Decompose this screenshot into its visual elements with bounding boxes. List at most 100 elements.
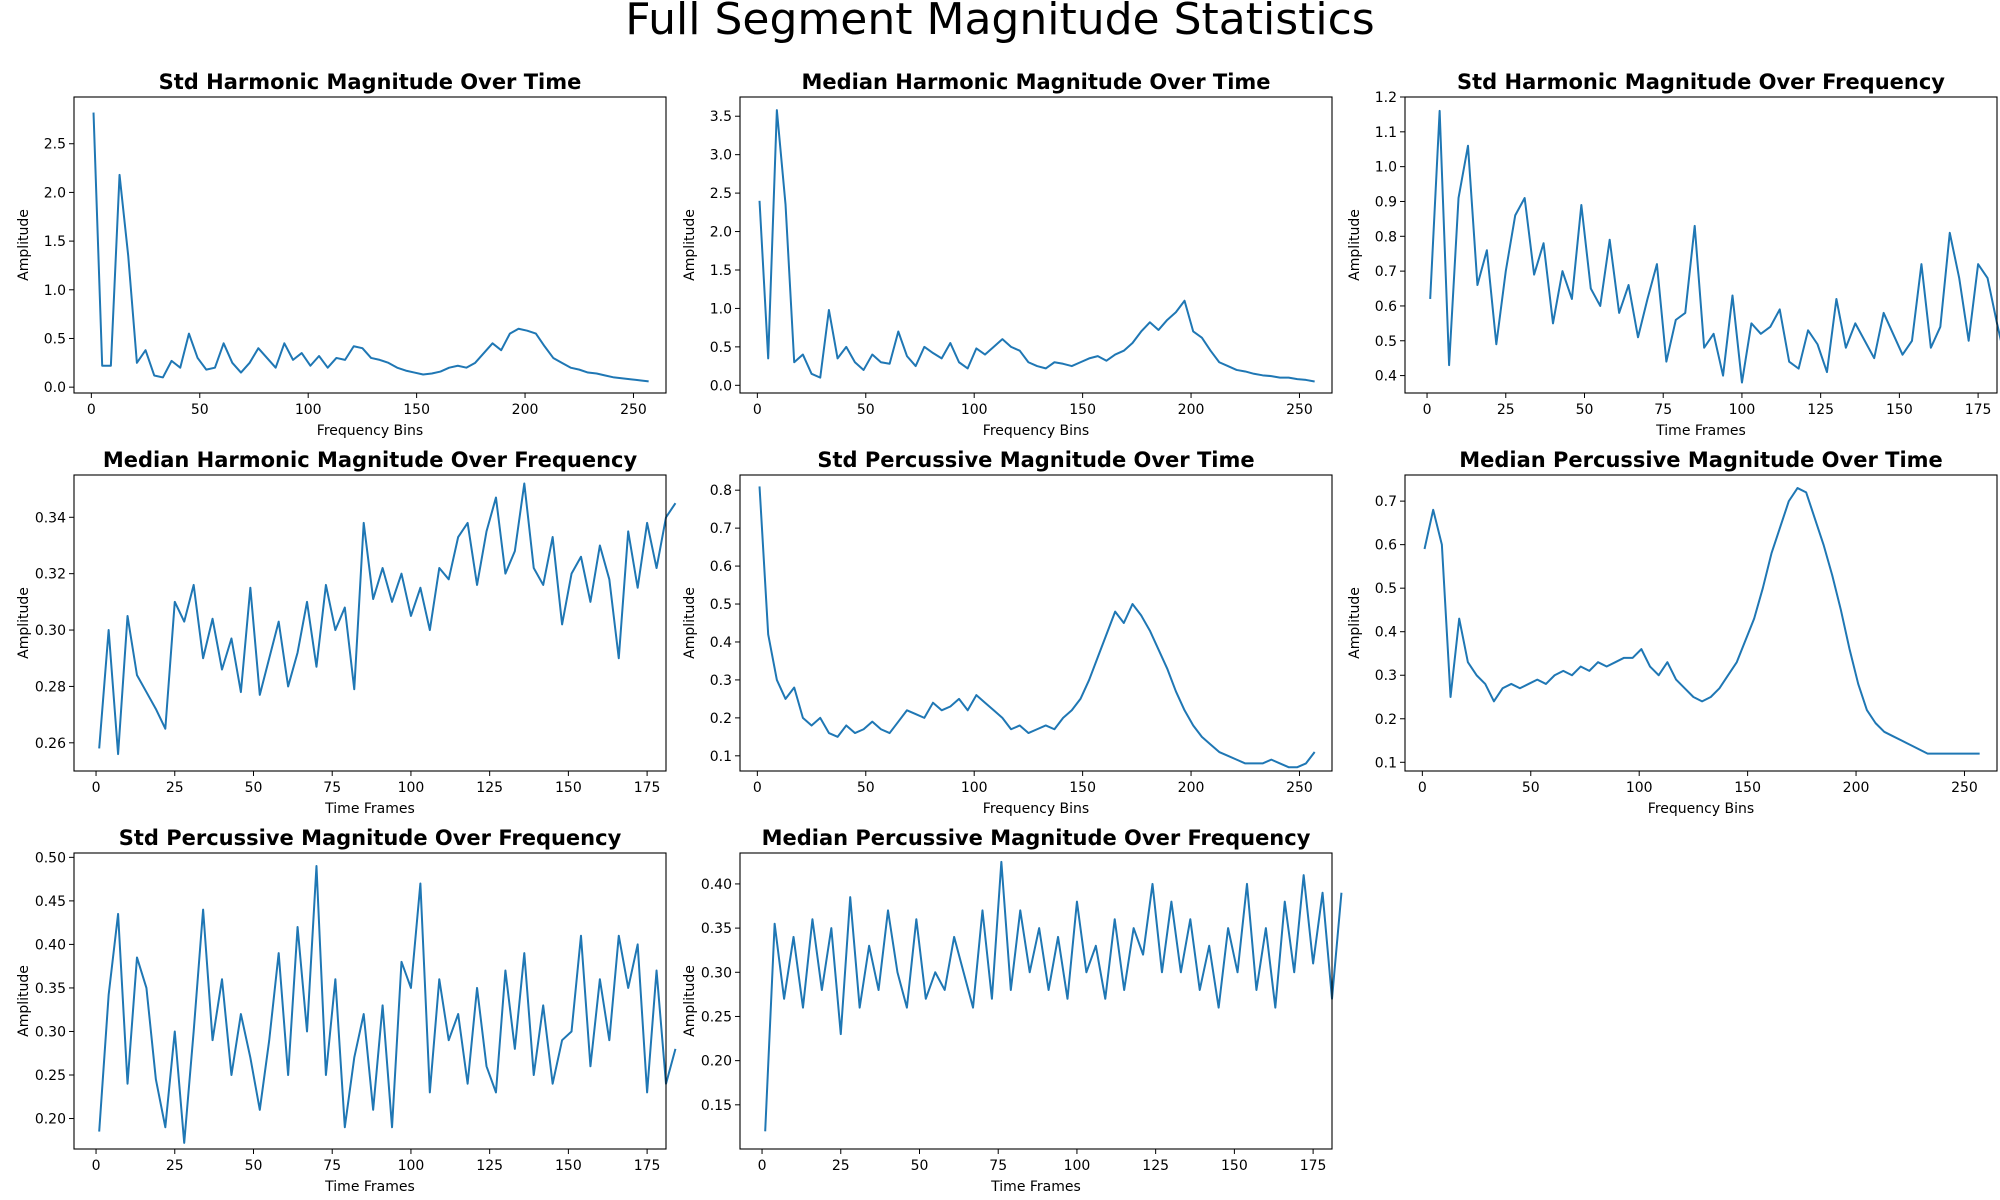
y-tick-label: 0.20 bbox=[701, 1054, 732, 1070]
y-tick-label: 1.0 bbox=[1375, 160, 1397, 176]
y-tick-label: 0.3 bbox=[1375, 668, 1397, 684]
y-tick-label: 0.6 bbox=[710, 559, 732, 575]
y-tick-label: 0.40 bbox=[35, 937, 66, 953]
y-tick-label: 1.5 bbox=[710, 263, 732, 279]
x-axis-label: Frequency Bins bbox=[983, 801, 1089, 817]
x-axis-label: Time Frames bbox=[324, 1179, 415, 1195]
y-tick-label: 0.4 bbox=[710, 635, 732, 651]
series-line bbox=[764, 860, 1343, 1132]
x-tick-label: 200 bbox=[1843, 780, 1870, 796]
y-tick-label: 0.0 bbox=[44, 380, 66, 396]
y-axis-label: Amplitude bbox=[1347, 587, 1363, 659]
chart-title: Median Percussive Magnitude Over Frequen… bbox=[762, 826, 1311, 850]
chart-title: Std Percussive Magnitude Over Frequency bbox=[119, 826, 622, 850]
y-tick-label: 0.35 bbox=[35, 981, 66, 997]
x-axis-label: Frequency Bins bbox=[317, 423, 423, 439]
axes-frame bbox=[73, 852, 667, 1150]
x-tick-label: 100 bbox=[398, 1158, 425, 1174]
x-tick-label: 125 bbox=[1807, 402, 1834, 418]
y-axis-label: Amplitude bbox=[16, 209, 32, 281]
y-tick-label: 0.7 bbox=[710, 521, 732, 537]
x-tick-label: 250 bbox=[620, 402, 647, 418]
x-tick-label: 75 bbox=[323, 1158, 341, 1174]
y-tick-label: 0.7 bbox=[1375, 264, 1397, 280]
chart-title: Median Harmonic Magnitude Over Time bbox=[801, 70, 1270, 94]
y-axis-label: Amplitude bbox=[16, 965, 32, 1037]
y-tick-label: 0.4 bbox=[1375, 625, 1397, 641]
y-tick-label: 2.5 bbox=[710, 186, 732, 202]
chart-panel-2: Median Harmonic Magnitude Over Time 0 50 10… bbox=[666, 53, 1336, 443]
y-tick-label: 0.5 bbox=[1375, 334, 1397, 350]
y-axis-label: Amplitude bbox=[682, 587, 698, 659]
series-line bbox=[92, 112, 649, 383]
x-tick-label: 100 bbox=[398, 780, 425, 796]
series-line bbox=[1429, 109, 2000, 384]
y-tick-label: 0.30 bbox=[35, 623, 66, 639]
x-tick-label: 75 bbox=[989, 1158, 1007, 1174]
x-tick-label: 175 bbox=[1965, 402, 1992, 418]
y-tick-label: 3.5 bbox=[710, 109, 732, 125]
y-tick-label: 0.4 bbox=[1375, 369, 1397, 385]
chart-panel-7: Std Percussive Magnitude Over Frequency 0… bbox=[0, 809, 677, 1199]
y-tick-label: 0.30 bbox=[701, 965, 732, 981]
x-axis-label: Time Frames bbox=[990, 1179, 1081, 1195]
y-tick-label: 0.1 bbox=[1375, 755, 1397, 771]
y-tick-label: 0.5 bbox=[44, 331, 66, 347]
y-tick-label: 0.34 bbox=[35, 510, 66, 526]
x-tick-label: 200 bbox=[1178, 780, 1205, 796]
x-tick-label: 100 bbox=[1729, 402, 1756, 418]
chart-title: Std Harmonic Magnitude Over Frequency bbox=[1457, 70, 1945, 94]
y-tick-label: 0.15 bbox=[701, 1098, 732, 1114]
x-tick-label: 175 bbox=[634, 1158, 661, 1174]
x-tick-label: 150 bbox=[1069, 780, 1096, 796]
y-tick-label: 1.2 bbox=[1375, 90, 1397, 106]
chart-svg: Std Harmonic Magnitude Over Time 0 50 100 15… bbox=[16, 70, 667, 439]
chart-svg: Median Harmonic Magnitude Over Frequency… bbox=[16, 448, 677, 817]
y-tick-label: 0.45 bbox=[35, 894, 66, 910]
axes-frame bbox=[73, 474, 667, 772]
chart-panel-5: Std Percussive Magnitude Over Time 0 50 100… bbox=[666, 431, 1336, 821]
x-tick-label: 25 bbox=[1497, 402, 1515, 418]
y-tick-label: 0.50 bbox=[35, 850, 66, 866]
x-tick-label: 50 bbox=[911, 1158, 929, 1174]
y-tick-label: 0.2 bbox=[710, 711, 732, 727]
y-tick-label: 1.0 bbox=[44, 283, 66, 299]
y-tick-label: 0.26 bbox=[35, 736, 66, 752]
x-tick-label: 175 bbox=[1300, 1158, 1327, 1174]
x-tick-label: 50 bbox=[1576, 402, 1594, 418]
x-tick-label: 125 bbox=[476, 780, 503, 796]
x-tick-label: 75 bbox=[323, 780, 341, 796]
chart-svg: Std Percussive Magnitude Over Frequency 0… bbox=[16, 826, 677, 1195]
x-axis-label: Frequency Bins bbox=[983, 423, 1089, 439]
y-tick-label: 0.32 bbox=[35, 567, 66, 583]
x-tick-label: 50 bbox=[857, 780, 875, 796]
y-tick-label: 0.8 bbox=[1375, 229, 1397, 245]
axes-frame bbox=[1404, 96, 1998, 394]
chart-svg: Median Harmonic Magnitude Over Time 0 50 10… bbox=[682, 70, 1333, 439]
figure-title: Full Segment Magnitude Statistics bbox=[625, 0, 1375, 45]
y-tick-label: 0.6 bbox=[1375, 538, 1397, 554]
x-tick-label: 0 bbox=[758, 1158, 767, 1174]
x-tick-label: 50 bbox=[191, 402, 209, 418]
chart-title: Std Harmonic Magnitude Over Time bbox=[159, 70, 582, 94]
x-tick-label: 150 bbox=[1221, 1158, 1248, 1174]
x-tick-label: 100 bbox=[961, 402, 988, 418]
x-tick-label: 100 bbox=[1064, 1158, 1091, 1174]
x-tick-label: 0 bbox=[1423, 402, 1432, 418]
x-tick-label: 250 bbox=[1286, 402, 1313, 418]
chart-title: Median Harmonic Magnitude Over Frequency bbox=[103, 448, 638, 472]
y-tick-label: 0.30 bbox=[35, 1024, 66, 1040]
x-tick-label: 150 bbox=[403, 402, 430, 418]
y-tick-label: 0.3 bbox=[710, 673, 732, 689]
series-line bbox=[758, 486, 1316, 769]
x-tick-label: 50 bbox=[857, 402, 875, 418]
x-tick-label: 100 bbox=[1626, 780, 1653, 796]
x-axis-label: Time Frames bbox=[1655, 423, 1746, 439]
x-tick-label: 100 bbox=[295, 402, 322, 418]
y-tick-label: 0.25 bbox=[35, 1068, 66, 1084]
x-tick-label: 100 bbox=[961, 780, 988, 796]
axes-frame bbox=[739, 852, 1333, 1150]
x-tick-label: 125 bbox=[1142, 1158, 1169, 1174]
x-tick-label: 75 bbox=[1654, 402, 1672, 418]
